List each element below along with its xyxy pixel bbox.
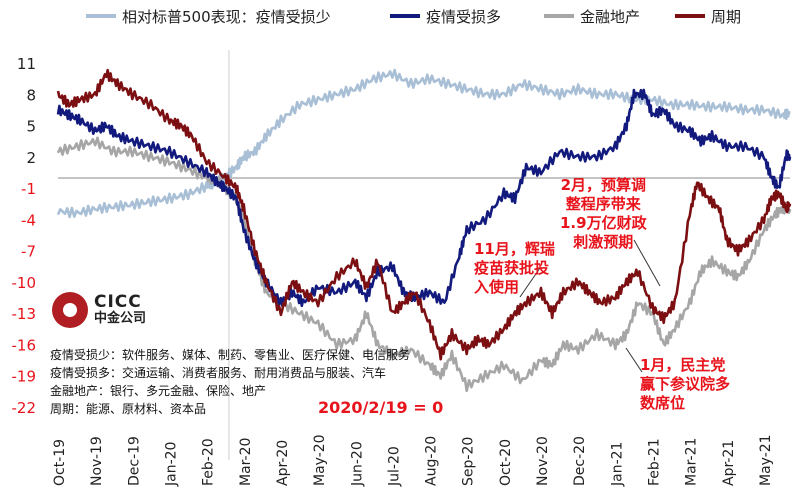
zero-baseline-note: 2020/2/19 = 0 [318, 398, 444, 417]
x-tick-label: Aug-20 [424, 436, 440, 486]
x-tick-label: Oct-20 [498, 439, 514, 486]
x-tick-label: Apr-20 [275, 440, 291, 486]
annotation-feb-line4: 刺激预期 [573, 233, 634, 251]
annotation-jan-line2: 赢下参议院多 [640, 375, 731, 393]
x-tick-label: Feb-20 [201, 438, 217, 486]
cicc-logo: CICC 中金公司 [52, 292, 146, 328]
legend-item-s2: 金融地产 [544, 4, 640, 28]
x-tick-label: Apr-21 [721, 440, 737, 486]
legend: 相对标普500表现：疫情受损少 疫情受损多 金融地产 周期 [0, 4, 803, 28]
y-tick-label: -16 [12, 336, 37, 354]
annotation-nov: 11月，辉瑞 疫苗获批投 入使用 [474, 240, 555, 297]
x-tick-label: Jan-21 [609, 442, 625, 487]
note-3: 金融地产：银行、多元金融、保险、地产 [50, 384, 267, 398]
legend-swatch-s0 [86, 14, 116, 18]
annotation-feb-pointer [633, 239, 661, 287]
annotation-feb-line3: 1.9万亿财政 [560, 214, 647, 232]
legend-item-s1: 疫情受损多 [390, 4, 501, 28]
series-line-s0 [56, 68, 791, 219]
y-tick-label: 11 [17, 55, 36, 73]
y-tick-label: -10 [12, 274, 37, 292]
x-tick-label: Mar-21 [684, 438, 700, 486]
series-line-s1 [56, 88, 792, 308]
x-tick-label: Nov-20 [535, 436, 551, 486]
annotation-jan-line3: 数席位 [640, 394, 686, 412]
logo-en: CICC [94, 292, 142, 312]
note-4: 周期：能源、原材料、资本品 [50, 402, 207, 416]
annotation-feb-line1: 2月，预算调 [560, 176, 647, 194]
x-tick-label: Mar-20 [238, 438, 254, 486]
series-line-s3 [56, 68, 792, 361]
legend-swatch-s1 [390, 14, 420, 18]
y-tick-label: 8 [26, 86, 36, 104]
x-tick-label: Jan-20 [163, 442, 179, 487]
sector-notes: 疫情受损少：软件服务、媒体、制药、零售业、医疗保健、电信服务 疫情受损多：交通运… [50, 346, 410, 418]
legend-label-s0: 相对标普500表现：疫情受损少 [122, 7, 331, 26]
y-tick-label: -19 [12, 368, 37, 386]
legend-item-s3: 周期 [675, 4, 741, 28]
legend-label-s1: 疫情受损多 [426, 7, 502, 26]
annotation-nov-line1: 11月，辉瑞 [474, 240, 555, 258]
annotation-nov-line2: 疫苗获批投 [474, 259, 550, 277]
x-tick-label: Jun-20 [349, 441, 365, 487]
y-tick-label: -4 [21, 211, 36, 229]
x-tick-label: Nov-19 [89, 436, 105, 486]
x-tick-label: Dec-20 [572, 436, 588, 486]
series-line-s2 [56, 136, 792, 393]
legend-item-s0: 相对标普500表现：疫情受损少 [86, 4, 331, 28]
x-tick-label: May-20 [312, 434, 328, 486]
x-tick-label: Dec-19 [126, 436, 142, 486]
legend-swatch-s3 [675, 14, 705, 18]
annotation-feb: 2月，预算调 整程序带来 1.9万亿财政 刺激预期 [560, 176, 647, 252]
y-tick-label: -1 [21, 180, 36, 198]
note-1: 疫情受损少：软件服务、媒体、制药、零售业、医疗保健、电信服务 [50, 348, 411, 362]
logo-cn: 中金公司 [94, 311, 147, 326]
y-tick-label: 5 [26, 118, 36, 136]
annotation-feb-line2: 整程序带来 [565, 195, 641, 213]
annotation-jan: 1月，民主党 赢下参议院多 数席位 [640, 356, 730, 413]
x-tick-label: Sep-20 [461, 437, 477, 486]
note-2: 疫情受损多：交通运输、消费者服务、耐用消费品与服装、汽车 [50, 366, 387, 380]
annotation-jan-pointer [625, 347, 643, 373]
annotation-nov-pointer [519, 267, 541, 298]
x-tick-label: Oct-19 [52, 439, 68, 486]
x-tick-label: May-21 [758, 434, 774, 486]
y-tick-label: -22 [12, 399, 37, 417]
x-tick-label: Jul-20 [386, 446, 402, 487]
legend-swatch-s2 [544, 14, 574, 18]
legend-label-s2: 金融地产 [580, 7, 641, 26]
annotation-jan-line1: 1月，民主党 [640, 356, 726, 374]
annotation-nov-line3: 入使用 [474, 278, 520, 296]
x-tick-label: Feb-21 [647, 438, 663, 486]
legend-label-s3: 周期 [711, 7, 742, 26]
y-tick-label: 2 [26, 149, 36, 167]
cicc-logo-icon [52, 292, 88, 328]
y-tick-label: -7 [21, 243, 36, 261]
y-tick-label: -13 [12, 305, 37, 323]
